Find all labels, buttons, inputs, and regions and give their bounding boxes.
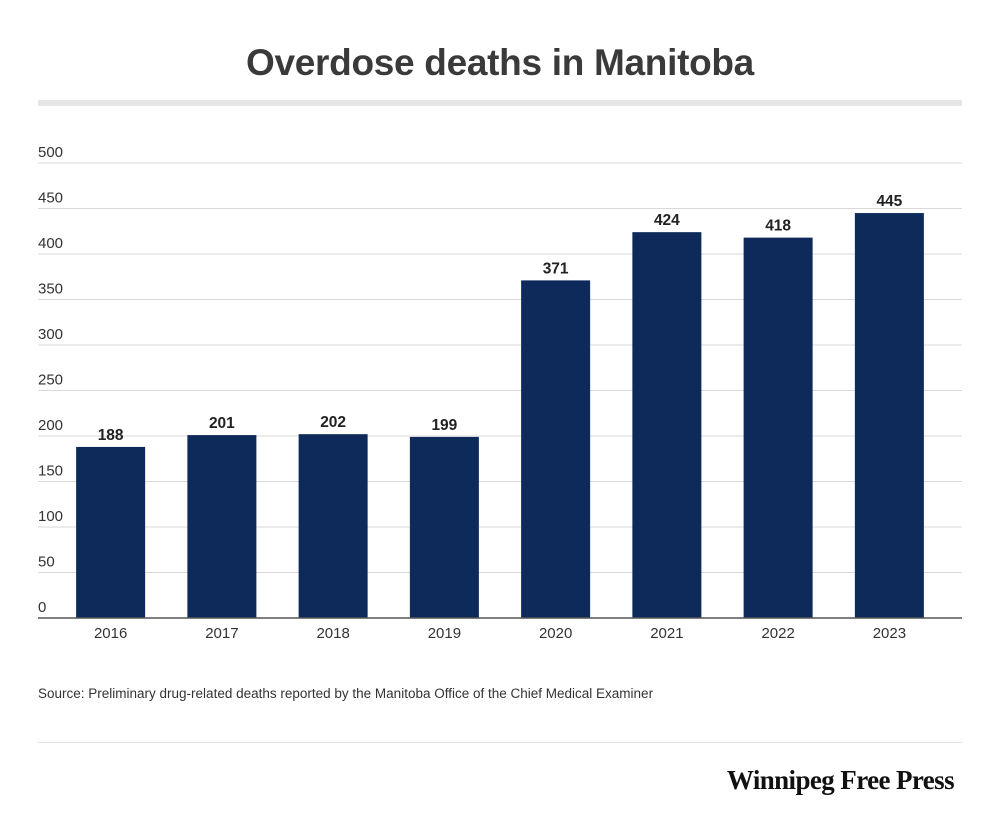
title-divider	[38, 100, 962, 106]
data-label-2020: 371	[543, 260, 569, 277]
bar-chart: 0 50 100 150 200 250 300 350 400 450 500 188 2016 201…	[38, 144, 962, 642]
y-tick-label-200: 200	[38, 417, 63, 434]
data-label-2022: 418	[765, 218, 791, 235]
data-label-2021: 424	[654, 212, 680, 229]
x-tick-label-2022: 2022	[761, 625, 794, 642]
y-tick-label-300: 300	[38, 326, 63, 343]
bar-2022	[743, 237, 813, 618]
x-tick-label-2016: 2016	[94, 625, 127, 642]
data-label-2018: 202	[320, 414, 346, 431]
x-tick-label-2021: 2021	[650, 625, 683, 642]
x-tick-label-2023: 2023	[873, 625, 906, 642]
x-tick-label-2020: 2020	[539, 625, 572, 642]
bar-2020	[521, 280, 591, 618]
y-tick-label-50: 50	[38, 554, 55, 571]
data-label-2023: 445	[876, 193, 902, 210]
bar-2018	[298, 434, 368, 618]
y-tick-label-400: 400	[38, 235, 63, 252]
y-tick-label-450: 450	[38, 190, 63, 207]
publisher-logo: Winnipeg Free Press	[726, 765, 955, 795]
x-tick-label-2019: 2019	[428, 625, 461, 642]
y-tick-label-0: 0	[38, 599, 46, 616]
bar-2016	[76, 446, 146, 618]
y-tick-label-250: 250	[38, 372, 63, 389]
y-tick-label-100: 100	[38, 508, 63, 525]
x-tick-label-2017: 2017	[205, 625, 238, 642]
data-label-2016: 188	[98, 427, 124, 444]
bar-2021	[632, 232, 702, 618]
x-tick-label-2018: 2018	[316, 625, 349, 642]
y-tick-label-150: 150	[38, 463, 63, 480]
y-tick-label-350: 350	[38, 281, 63, 298]
bar-2017	[187, 435, 257, 618]
data-label-2019: 199	[431, 417, 457, 434]
data-label-2017: 201	[209, 415, 235, 432]
footer-divider	[38, 742, 962, 743]
bar-2019	[409, 436, 479, 618]
source-note: Source: Preliminary drug-related deaths …	[38, 686, 654, 701]
y-tick-label-500: 500	[38, 144, 63, 161]
chart-title: Overdose deaths in Manitoba	[246, 42, 754, 83]
bar-2023	[854, 213, 924, 619]
